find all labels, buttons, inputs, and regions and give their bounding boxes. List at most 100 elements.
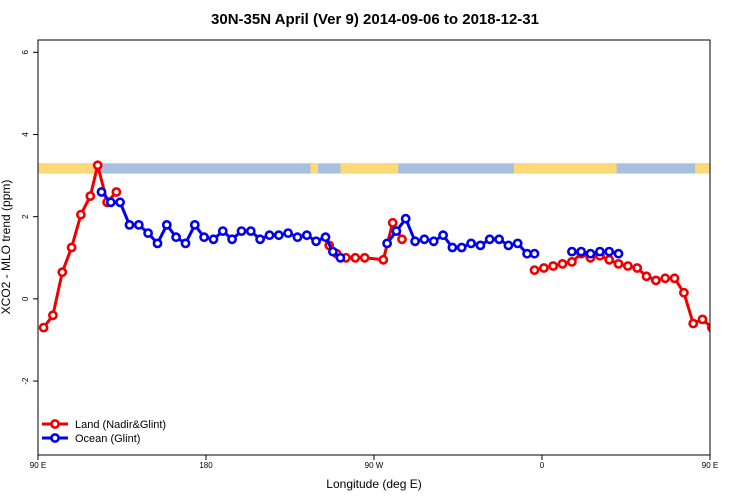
data-point <box>595 246 605 257</box>
data-point <box>292 232 303 243</box>
data-point <box>604 254 615 265</box>
data-point <box>613 258 624 269</box>
data-point <box>245 226 256 236</box>
land-band-segment <box>695 163 710 174</box>
data-point <box>301 230 312 241</box>
x-tick-label: 0 <box>540 461 545 470</box>
land-band-segment <box>340 163 399 174</box>
data-point <box>85 191 96 201</box>
data-point <box>227 234 237 245</box>
data-point <box>428 236 439 247</box>
data-point <box>494 234 504 245</box>
legend-label: Ocean (Glint) <box>75 433 140 445</box>
data-point <box>335 252 346 263</box>
series-land <box>38 160 750 333</box>
y-axis: -2 0 2 4 6 <box>21 50 38 385</box>
x-tick-label: 90 E <box>702 461 718 470</box>
data-point <box>217 226 228 236</box>
data-point <box>718 312 725 319</box>
data-point <box>651 275 661 286</box>
series-ocean <box>96 187 624 263</box>
data-point <box>641 271 652 282</box>
data-point <box>48 310 58 321</box>
data-point <box>623 261 633 271</box>
data-point <box>208 234 219 245</box>
data-point <box>484 234 495 245</box>
data-point <box>236 226 247 236</box>
data-point <box>66 242 77 253</box>
data-point <box>199 232 209 243</box>
data-point <box>660 273 671 284</box>
y-tick-label: -2 <box>21 377 30 385</box>
data-point <box>746 211 750 218</box>
data-point <box>557 258 568 269</box>
legend-label: Land (Nadir&Glint) <box>75 419 166 431</box>
legend-swatch-marker <box>50 433 60 443</box>
data-point <box>327 246 338 257</box>
data-point <box>311 236 321 247</box>
data-point <box>475 240 486 251</box>
data-point <box>438 230 448 241</box>
data-point <box>96 187 107 197</box>
land-band-segment <box>38 163 98 174</box>
data-point <box>152 238 163 249</box>
x-tick-label: 90 W <box>365 461 384 470</box>
data-point <box>697 314 708 325</box>
data-point <box>255 234 265 245</box>
data-point <box>585 248 596 259</box>
data-point <box>419 234 430 245</box>
legend-swatch-marker <box>50 419 60 429</box>
data-point <box>539 263 549 273</box>
data-point <box>105 197 116 208</box>
data-point <box>613 248 624 259</box>
data-point <box>512 238 523 249</box>
data-point <box>632 263 643 273</box>
y-axis-label: XCO2 - MLO trend (ppm) <box>0 180 13 315</box>
data-point <box>679 287 689 298</box>
data-point <box>359 252 370 263</box>
y-tick-label: 4 <box>21 132 30 137</box>
data-point <box>38 322 49 333</box>
x-axis-label: Longitude (deg E) <box>326 477 421 491</box>
data-point <box>92 160 103 171</box>
data-point <box>466 238 476 249</box>
x-axis: 90 E 180 90 W 0 90 E <box>30 455 718 470</box>
data-point <box>382 238 392 249</box>
data-point <box>133 219 144 230</box>
y-tick-label: 6 <box>21 50 30 55</box>
data-point <box>688 318 699 329</box>
land-band-segment <box>310 163 318 174</box>
data-point <box>727 269 734 276</box>
y-tick-label: 2 <box>21 214 30 219</box>
x-tick-label: 180 <box>199 461 213 470</box>
data-point <box>171 232 181 243</box>
data-point <box>143 228 153 238</box>
data-point <box>503 240 514 251</box>
data-point <box>400 213 411 224</box>
data-point <box>529 265 540 275</box>
data-point <box>529 248 540 259</box>
data-point <box>576 246 587 257</box>
legend-item: Ocean (Glint) <box>42 433 140 445</box>
data-point <box>567 256 577 267</box>
y-tick-label: 0 <box>21 296 30 301</box>
data-point <box>264 230 275 241</box>
data-point <box>378 254 389 265</box>
data-point <box>387 217 398 228</box>
data-point <box>736 244 743 251</box>
data-point <box>273 230 284 241</box>
data-point <box>161 219 172 230</box>
data-point <box>669 273 680 284</box>
chart-title: 30N-35N April (Ver 9) 2014-09-06 to 2018… <box>211 11 539 28</box>
series-layer <box>38 160 750 333</box>
data-point <box>410 236 420 247</box>
data-point <box>320 232 331 243</box>
data-point <box>604 246 615 257</box>
data-point <box>111 187 122 197</box>
data-point <box>350 252 361 263</box>
series-line <box>534 252 710 328</box>
surface-band <box>38 163 710 174</box>
data-point <box>189 219 200 230</box>
data-point <box>76 209 86 220</box>
